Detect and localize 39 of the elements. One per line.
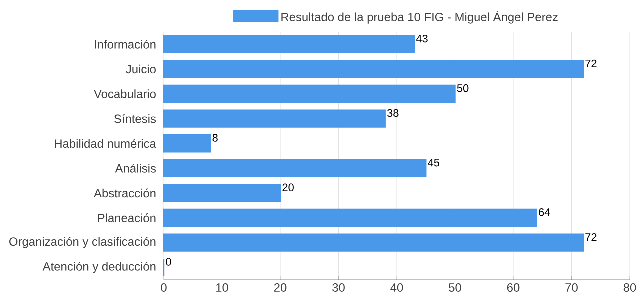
y-tick-label: Información	[95, 40, 156, 49]
x-tick-label: 80	[624, 284, 636, 292]
data-label: 38	[387, 109, 399, 118]
y-tick-label: Vocabulario	[94, 90, 156, 98]
bar	[163, 208, 538, 228]
x-tick-label: 70	[566, 284, 578, 292]
x-tick-label: 50	[449, 284, 462, 292]
bar	[163, 35, 416, 54]
y-tick-label: Juicio	[126, 64, 156, 74]
y-tick-label: Habilidad numérica	[55, 139, 156, 148]
data-label: 64	[539, 208, 550, 216]
bar	[163, 110, 386, 128]
data-label: 72	[586, 233, 597, 242]
data-label: 43	[416, 34, 428, 43]
data-label: 45	[428, 159, 440, 167]
bar	[163, 134, 212, 153]
y-tick-label: Organización y clasificación	[10, 237, 156, 248]
data-label: 8	[212, 134, 218, 142]
y-tick-label: Síntesis	[114, 114, 156, 124]
bar	[163, 234, 584, 252]
y-tick-label: Análisis	[115, 164, 156, 173]
data-label: 20	[282, 184, 294, 192]
x-tick-label: 60	[507, 284, 520, 292]
bar	[163, 84, 456, 104]
bar	[163, 184, 282, 202]
data-label: 0	[166, 258, 172, 266]
data-label: 50	[457, 84, 469, 92]
y-tick-label: Abstracción	[94, 188, 156, 198]
bar	[163, 159, 427, 178]
x-tick-label: 20	[274, 284, 287, 292]
data-label: 72	[586, 60, 597, 68]
x-tick-label: 0	[161, 284, 167, 292]
legend-label: Resultado de la prueba 10 FIG - Miguel Ángel Perez	[282, 11, 558, 24]
y-tick-label: Atención y deducción	[42, 262, 156, 274]
x-tick-label: 30	[332, 284, 345, 292]
x-tick-label: 40	[390, 284, 404, 292]
bar	[163, 60, 584, 78]
x-tick-label: 10	[216, 284, 228, 292]
y-tick-label: Planeación	[98, 214, 156, 222]
